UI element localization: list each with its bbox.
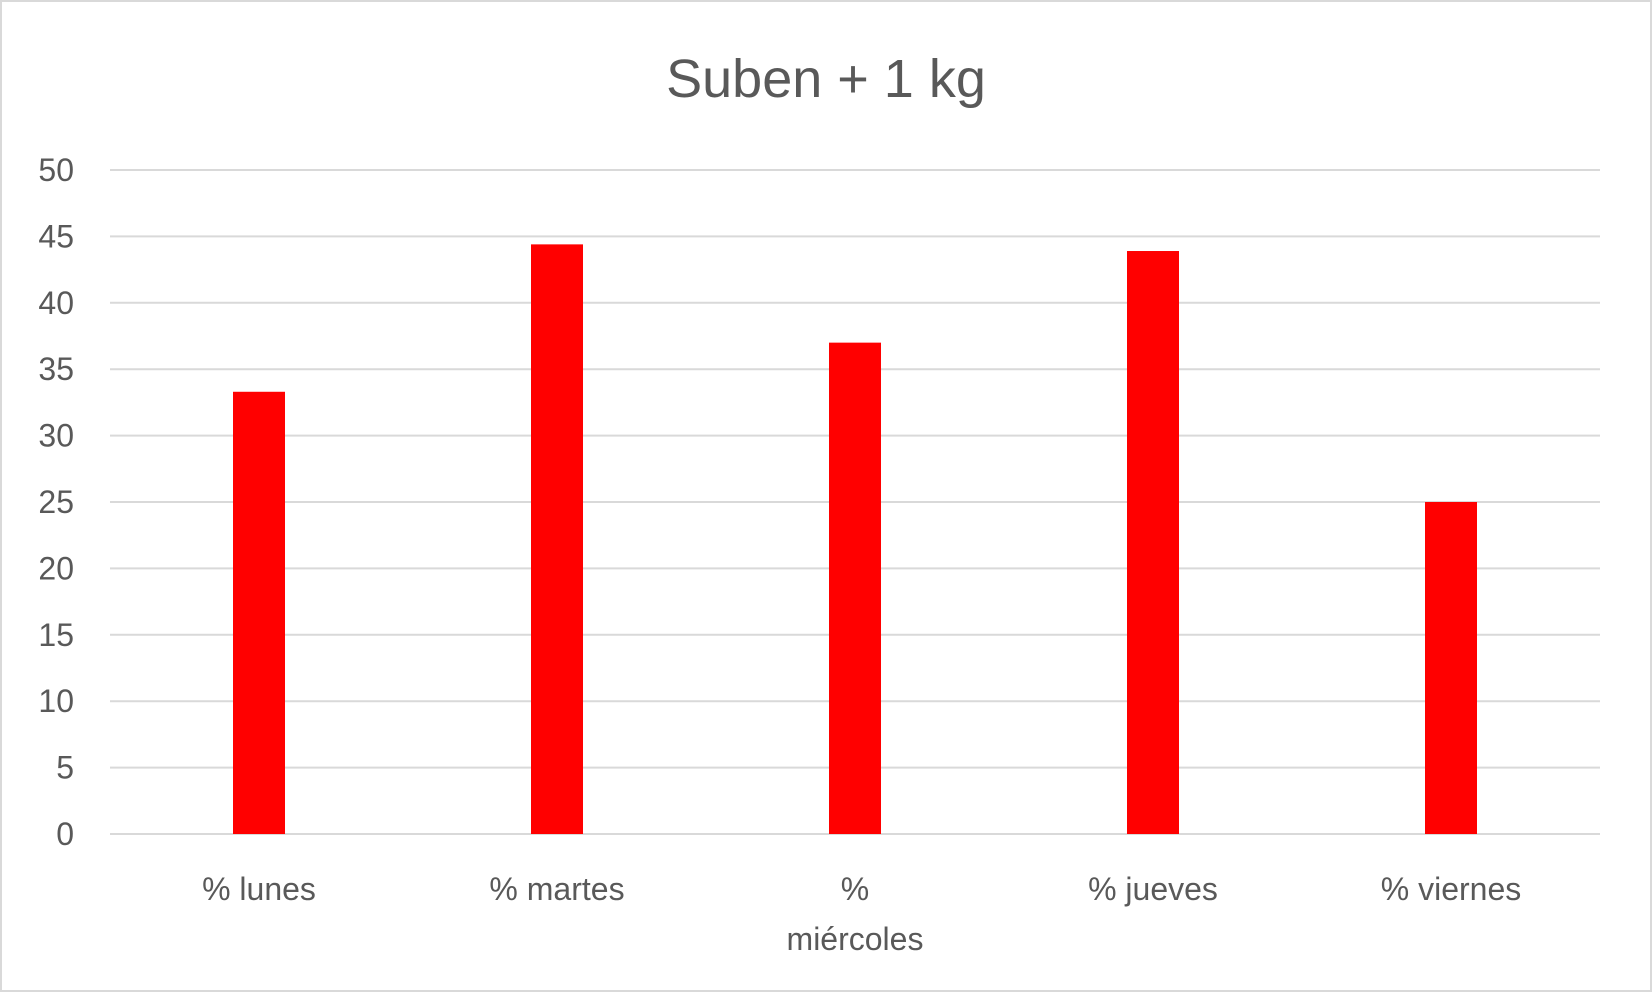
- y-tick-label: 15: [38, 617, 74, 653]
- y-axis-tick-labels: 0 5 10 15 20 25 30 35 40 45 50: [38, 152, 74, 852]
- y-tick-label: 40: [38, 285, 74, 321]
- y-tick-label: 35: [38, 351, 74, 387]
- chart-title: Suben + 1 kg: [666, 49, 986, 109]
- y-tick-label: 20: [38, 550, 74, 586]
- x-category-label: % viernes: [1381, 871, 1522, 907]
- bars: [233, 244, 1477, 835]
- bar: [829, 342, 881, 834]
- x-axis-category-labels: % lunes % martes % miércoles % jueves % viern…: [202, 871, 1521, 957]
- y-tick-label: 30: [38, 418, 74, 454]
- x-category-label: miércoles: [787, 921, 924, 957]
- bar: [233, 391, 285, 834]
- x-category-label: % martes: [489, 871, 624, 907]
- y-tick-label: 10: [38, 683, 74, 719]
- bar: [1425, 502, 1477, 834]
- y-tick-label: 0: [56, 816, 74, 852]
- x-category-label: % jueves: [1088, 871, 1218, 907]
- y-tick-label: 45: [38, 218, 74, 254]
- bar: [531, 244, 583, 835]
- bar: [1127, 251, 1179, 834]
- x-category-label: %: [841, 871, 869, 907]
- y-tick-label: 50: [38, 152, 74, 188]
- y-tick-label: 25: [38, 484, 74, 520]
- x-category-label: % lunes: [202, 871, 316, 907]
- y-tick-label: 5: [56, 750, 74, 786]
